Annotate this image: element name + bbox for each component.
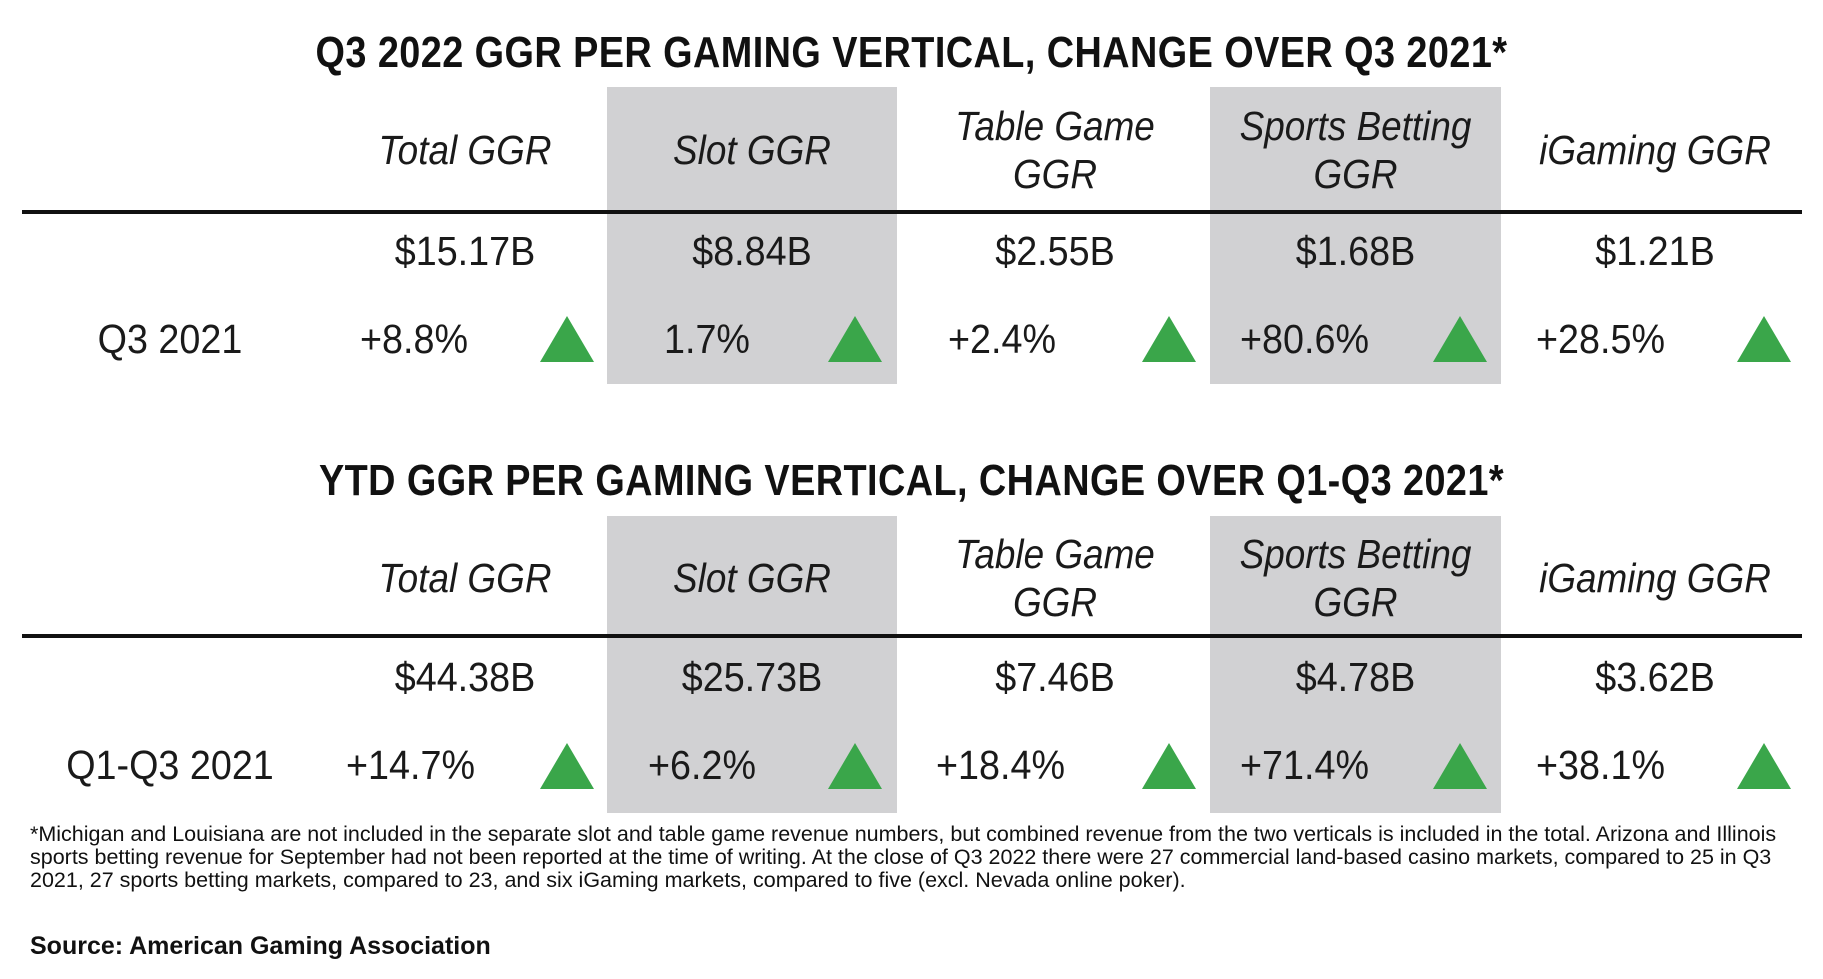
source-line: Source: American Gaming Association xyxy=(30,932,491,960)
up-arrow-icon xyxy=(1142,316,1196,362)
value-igaming-ggr: $1.21B xyxy=(1595,228,1715,274)
header-label: Slot GGR xyxy=(673,127,831,173)
header-igaming-ggr: iGaming GGR xyxy=(1520,538,1790,618)
section-title: YTD GGR PER GAMING VERTICAL, CHANGE OVER… xyxy=(318,456,1505,505)
up-arrow-icon xyxy=(1142,743,1196,789)
change-table-game-ggr: +2.4% xyxy=(948,316,1057,362)
header-label: Slot GGR xyxy=(673,555,831,601)
header-total-ggr: Total GGR xyxy=(344,538,587,618)
header-label: GGR xyxy=(1012,579,1098,625)
header-label: Table Game xyxy=(955,103,1155,149)
change-row-label: Q3 2021 xyxy=(97,316,243,362)
change-igaming-ggr: +28.5% xyxy=(1536,316,1665,362)
up-arrow-icon xyxy=(1433,316,1487,362)
change-total-ggr: +14.7% xyxy=(346,742,475,788)
value-sports-betting-ggr: $4.78B xyxy=(1295,654,1416,700)
header-rule xyxy=(22,634,1802,638)
header-sports-betting-ggr: Sports Betting GGR xyxy=(1225,100,1487,200)
change-table-game-ggr: +18.4% xyxy=(936,742,1065,788)
up-arrow-icon xyxy=(828,743,882,789)
header-slot-ggr: Slot GGR xyxy=(622,110,883,190)
header-label: iGaming GGR xyxy=(1539,555,1771,601)
header-igaming-ggr: iGaming GGR xyxy=(1520,110,1790,190)
up-arrow-icon xyxy=(828,316,882,362)
header-label: Total GGR xyxy=(378,127,552,173)
header-label: Total GGR xyxy=(378,555,552,601)
up-arrow-icon xyxy=(1433,743,1487,789)
header-rule xyxy=(22,210,1802,214)
footnote: *Michigan and Louisiana are not included… xyxy=(30,822,1777,892)
header-table-game-ggr: Table Game GGR xyxy=(925,100,1186,200)
value-igaming-ggr: $3.62B xyxy=(1595,654,1715,700)
value-table-game-ggr: $2.55B xyxy=(995,228,1115,274)
up-arrow-icon xyxy=(1737,743,1791,789)
header-label: GGR xyxy=(1313,151,1398,197)
header-label: iGaming GGR xyxy=(1539,127,1771,173)
change-sports-betting-ggr: +80.6% xyxy=(1240,316,1369,362)
up-arrow-icon xyxy=(540,316,594,362)
change-total-ggr: +8.8% xyxy=(360,316,469,362)
header-sports-betting-ggr: Sports Betting GGR xyxy=(1225,528,1487,628)
value-slot-ggr: $8.84B xyxy=(692,228,812,274)
value-slot-ggr: $25.73B xyxy=(681,654,823,700)
change-row-label: Q1-Q3 2021 xyxy=(66,742,274,788)
header-label: Sports Betting xyxy=(1239,103,1472,149)
header-label: GGR xyxy=(1012,151,1098,197)
header-slot-ggr: Slot GGR xyxy=(622,538,883,618)
section-title: Q3 2022 GGR PER GAMING VERTICAL, CHANGE … xyxy=(315,28,1508,77)
up-arrow-icon xyxy=(540,743,594,789)
value-table-game-ggr: $7.46B xyxy=(995,654,1115,700)
change-slot-ggr: 1.7% xyxy=(664,316,750,362)
change-sports-betting-ggr: +71.4% xyxy=(1240,742,1369,788)
value-total-ggr: $44.38B xyxy=(394,654,536,700)
header-label: Table Game xyxy=(955,531,1155,577)
value-total-ggr: $15.17B xyxy=(394,228,536,274)
value-sports-betting-ggr: $1.68B xyxy=(1295,228,1416,274)
change-igaming-ggr: +38.1% xyxy=(1536,742,1665,788)
up-arrow-icon xyxy=(1737,316,1791,362)
header-total-ggr: Total GGR xyxy=(344,110,587,190)
header-label: GGR xyxy=(1313,579,1398,625)
header-table-game-ggr: Table Game GGR xyxy=(925,528,1186,628)
change-slot-ggr: +6.2% xyxy=(648,742,757,788)
header-label: Sports Betting xyxy=(1239,531,1472,577)
